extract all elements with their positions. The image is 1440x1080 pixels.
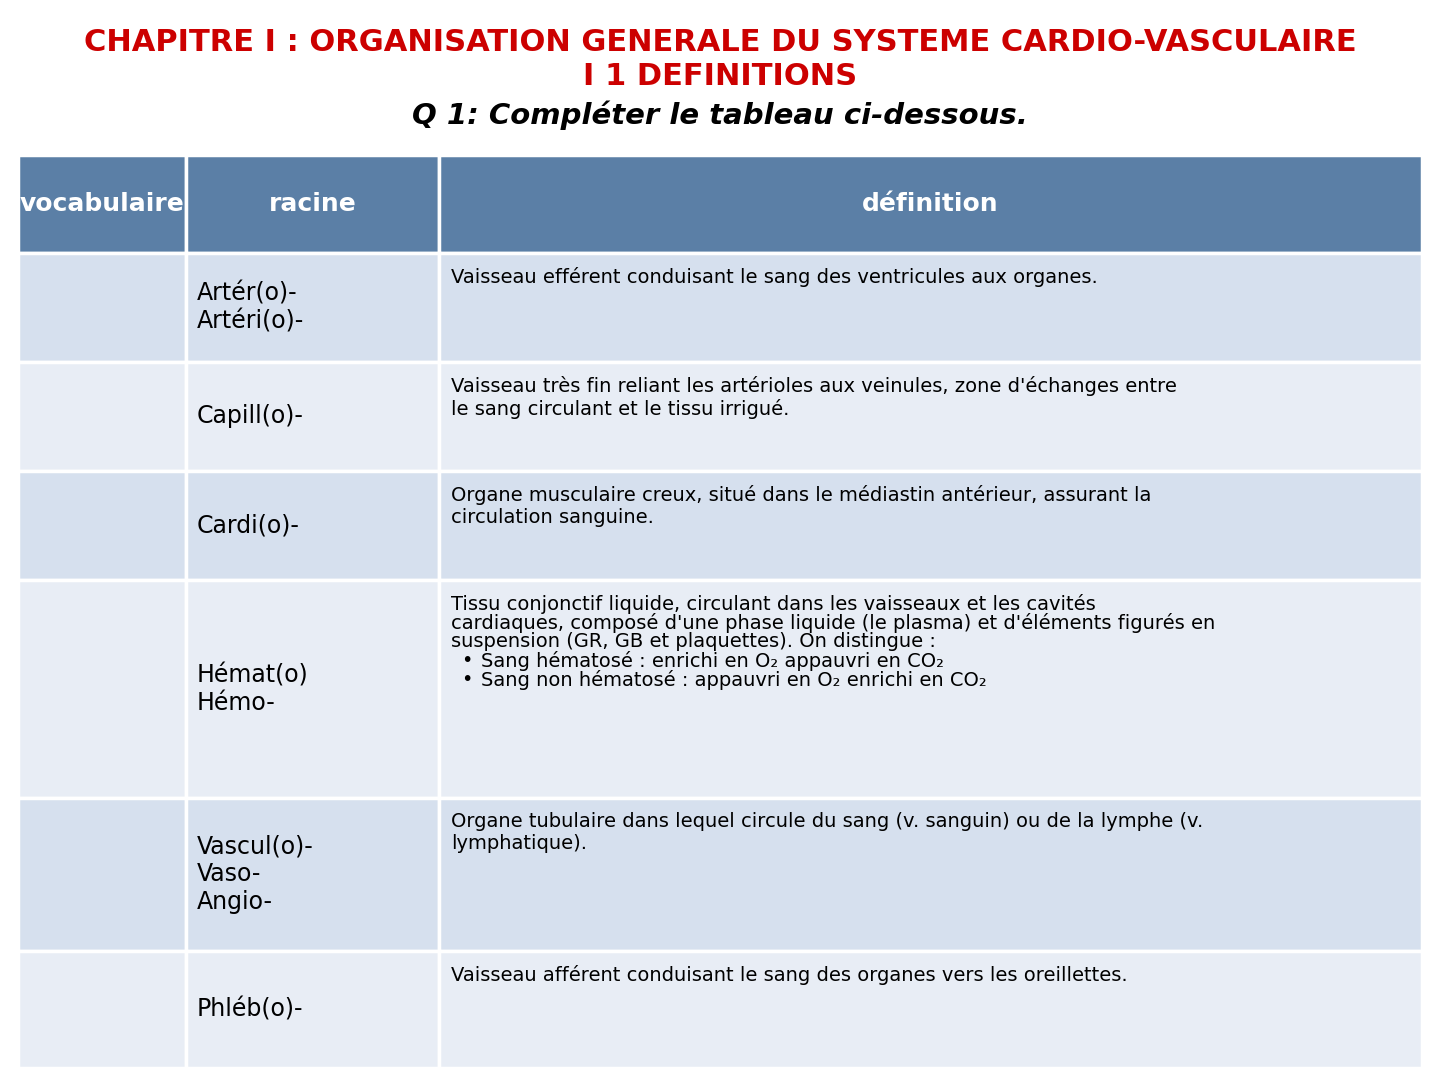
Text: Vaisseau afférent conduisant le sang des organes vers les oreillettes.: Vaisseau afférent conduisant le sang des… [451,966,1128,985]
Bar [439,156,1423,253]
Text: Organe musculaire creux, situé dans le médiastin antérieur, assurant la
circulat: Organe musculaire creux, situé dans le m… [451,485,1152,527]
Text: définition: définition [863,192,999,216]
Bar [17,156,187,253]
Bar [187,798,439,951]
Text: Capill(o)-: Capill(o)- [196,404,304,429]
Text: Sang non hématosé : appauvri en O₂ enrichi en CO₂: Sang non hématosé : appauvri en O₂ enric… [481,671,986,690]
Bar [17,798,187,951]
Text: Artér(o)-
Artéri(o)-: Artér(o)- Artéri(o)- [196,281,304,333]
Text: Vascul(o)-
Vaso-
Angio-: Vascul(o)- Vaso- Angio- [196,835,314,915]
Text: suspension (GR, GB et plaquettes). On distingue :: suspension (GR, GB et plaquettes). On di… [451,632,936,651]
Bar [439,798,1423,951]
Bar [187,471,439,580]
Bar [17,471,187,580]
Text: •: • [461,671,472,689]
Text: Hémat(o)
Hémo-: Hémat(o) Hémo- [196,663,308,715]
Bar [187,580,439,798]
Text: Vaisseau très fin reliant les artérioles aux veinules, zone d'échanges entre
le : Vaisseau très fin reliant les artérioles… [451,376,1176,419]
Bar [17,362,187,471]
Text: •: • [461,651,472,671]
Text: Sang hématosé : enrichi en O₂ appauvri en CO₂: Sang hématosé : enrichi en O₂ appauvri e… [481,651,945,671]
Text: I 1 DEFINITIONS: I 1 DEFINITIONS [583,62,857,91]
Bar [17,951,187,1068]
Bar [439,951,1423,1068]
Text: Cardi(o)-: Cardi(o)- [196,514,300,538]
Text: Q 1: Compléter le tableau ci-dessous.: Q 1: Compléter le tableau ci-dessous. [412,100,1028,130]
Bar [187,362,439,471]
Bar [439,471,1423,580]
Bar [187,253,439,362]
Bar [187,951,439,1068]
Text: vocabulaire: vocabulaire [20,192,184,216]
Text: Organe tubulaire dans lequel circule du sang (v. sanguin) ou de la lymphe (v.
ly: Organe tubulaire dans lequel circule du … [451,811,1204,852]
Text: Vaisseau efférent conduisant le sang des ventricules aux organes.: Vaisseau efférent conduisant le sang des… [451,267,1097,286]
Text: CHAPITRE I : ORGANISATION GENERALE DU SYSTEME CARDIO-VASCULAIRE: CHAPITRE I : ORGANISATION GENERALE DU SY… [84,28,1356,57]
Bar [17,253,187,362]
Bar [17,580,187,798]
Bar [439,253,1423,362]
Bar [439,362,1423,471]
Text: racine: racine [269,192,357,216]
Text: Phléb(o)-: Phléb(o)- [196,998,302,1022]
Bar [187,156,439,253]
Bar [439,580,1423,798]
Text: Tissu conjonctif liquide, circulant dans les vaisseaux et les cavités: Tissu conjonctif liquide, circulant dans… [451,594,1096,615]
Text: cardiaques, composé d'une phase liquide (le plasma) et d'éléments figurés en: cardiaques, composé d'une phase liquide … [451,613,1215,633]
